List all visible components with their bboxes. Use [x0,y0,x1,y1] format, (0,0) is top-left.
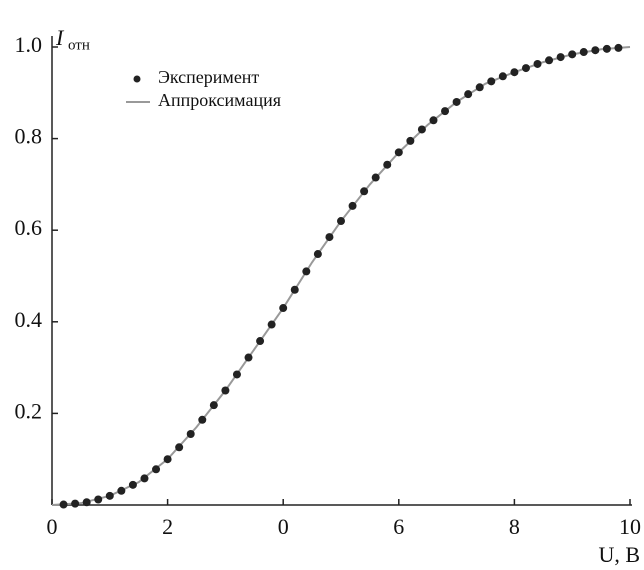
data-point [175,443,184,452]
data-point [152,465,161,474]
data-point [417,125,426,134]
data-point [568,50,577,59]
data-point [394,148,403,157]
data-point [94,495,103,504]
data-point [591,46,600,55]
x-tick-label: 0 [47,514,58,539]
data-point [186,430,195,439]
data-point [163,455,172,464]
data-point [59,500,68,509]
y-tick-label: 0.8 [15,124,43,149]
data-point [614,43,623,52]
data-point [452,97,461,106]
data-point [221,386,230,395]
data-point [325,233,334,242]
data-point [383,160,392,169]
data-point [498,72,507,81]
data-point [556,53,565,62]
data-point [128,480,137,489]
data-point [244,353,253,362]
x-tick-label: 8 [509,514,520,539]
data-point [256,337,265,346]
y-tick-label: 1.0 [15,32,43,57]
data-point [475,83,484,92]
data-point [279,304,288,313]
data-point [441,107,450,116]
x-axis-label: U, В [598,542,640,567]
x-tick-label: 0 [278,514,289,539]
legend-text: Аппроксимация [158,90,281,110]
data-point [337,217,345,226]
y-tick-label: 0.6 [15,215,43,240]
data-point [140,474,149,483]
data-point [521,64,530,73]
data-point [232,370,241,379]
data-point [602,44,611,53]
data-point [82,498,91,507]
data-point [406,136,415,145]
data-point [71,499,80,508]
data-point [209,401,218,410]
data-point [487,77,496,86]
data-point [105,491,114,500]
data-point [117,486,126,495]
data-point [429,116,438,125]
data-point [533,59,542,68]
data-point [510,68,519,77]
data-point [371,173,380,182]
data-point [545,56,554,65]
data-point [198,415,207,424]
fit-line [51,46,631,506]
y-tick-label: 0.2 [15,398,43,423]
legend-text: Эксперимент [158,67,259,87]
data-point [579,48,588,57]
data-point [313,250,322,259]
data-point [267,320,276,329]
y-tick-label: 0.4 [15,307,43,332]
legend-marker [133,75,141,83]
y-axis-label: I [55,25,65,50]
y-axis-label-sub: отн [68,37,90,53]
data-point [360,187,369,196]
data-point [348,201,357,210]
x-tick-label: 2 [162,514,173,539]
data-point [464,90,473,99]
data-point [290,285,299,294]
x-tick-label: 6 [393,514,404,539]
x-tick-label: 10 [619,514,641,539]
data-point [302,267,311,276]
